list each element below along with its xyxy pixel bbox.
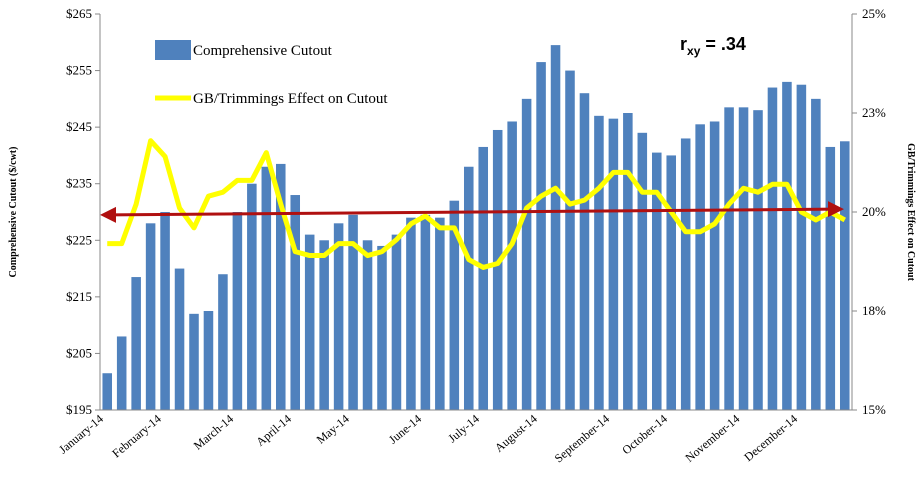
bar [536, 62, 546, 410]
bar [550, 45, 561, 410]
bar [666, 155, 677, 410]
bar [102, 373, 113, 410]
legend-swatch [155, 40, 191, 60]
x-tick-label: November-14 [682, 412, 742, 465]
bar [261, 166, 272, 410]
bar [695, 124, 705, 411]
x-tick-label: August-14 [492, 412, 540, 455]
bar [463, 166, 474, 410]
x-tick-label: March-14 [191, 412, 236, 453]
bar [738, 107, 749, 410]
annotation-part: r [680, 34, 687, 54]
bar [680, 138, 691, 410]
bar [579, 93, 590, 410]
bar [753, 110, 763, 411]
legend-label: GB/Trimmings Effect on Cutout [193, 91, 388, 107]
bar [782, 81, 792, 410]
bar [594, 115, 604, 410]
bar [174, 268, 185, 410]
bar [203, 311, 214, 410]
bar [275, 163, 286, 410]
x-tick-label: January-14 [56, 412, 106, 457]
trend-line [109, 207, 835, 217]
bar [565, 70, 575, 411]
bar [160, 212, 170, 410]
x-tick-label: May-14 [314, 412, 352, 447]
bar [319, 240, 329, 410]
bar [333, 223, 344, 410]
bar [420, 214, 431, 410]
y-tick-label: $235 [66, 176, 92, 191]
bar [507, 121, 517, 410]
y2-tick-label: 18% [862, 303, 886, 318]
annotation: rxy = .34 [680, 34, 746, 58]
bar [724, 107, 734, 410]
bar [637, 132, 648, 411]
legend-label: Comprehensive Cutout [193, 43, 333, 59]
y-tick-label: $215 [66, 289, 92, 304]
bar [608, 118, 619, 411]
bar [232, 212, 243, 410]
bar [189, 313, 199, 410]
y2-tick-label: 15% [862, 402, 886, 417]
bar [391, 234, 402, 410]
bar [406, 217, 416, 410]
annotation-part: = .34 [700, 34, 746, 54]
bar [116, 336, 127, 410]
bar [492, 129, 503, 410]
line [107, 138, 846, 270]
annotation-part: xy [687, 44, 701, 58]
y2-axis-label: GB/Trimmings Effect on Cutout [905, 143, 916, 282]
arrow-head [100, 206, 116, 223]
bar [435, 217, 445, 410]
bar [521, 98, 532, 410]
bar [825, 146, 836, 410]
y2-tick-label: 20% [862, 204, 886, 219]
bar [377, 245, 387, 410]
bar [304, 234, 315, 410]
x-tick-label: June-14 [386, 412, 424, 447]
bar [290, 195, 301, 410]
bar [811, 98, 821, 410]
bar [651, 152, 662, 410]
bar [362, 240, 373, 410]
x-tick-label: July-14 [445, 412, 482, 446]
bar [623, 113, 633, 410]
bar [348, 214, 358, 410]
x-tick-label: October-14 [619, 412, 670, 458]
x-tick-label: April-14 [253, 412, 294, 449]
y-tick-label: $245 [66, 119, 92, 134]
y-axis-label: Comprehensive Cutout ($/cwt) [8, 147, 19, 278]
bar [767, 87, 778, 411]
bar [709, 121, 720, 410]
y2-tick-label: 25% [862, 6, 886, 21]
bar [839, 141, 850, 411]
y2-tick-label: 23% [862, 105, 886, 120]
x-tick-label: September-14 [552, 412, 612, 466]
y-tick-label: $195 [66, 402, 92, 417]
bar [131, 277, 141, 410]
x-tick-label: December-14 [741, 412, 800, 465]
y-tick-label: $255 [66, 63, 92, 78]
bar [478, 146, 489, 410]
x-tick-label: February-14 [109, 412, 163, 461]
bar [247, 183, 257, 410]
y-tick-label: $205 [66, 345, 92, 360]
arrow-head [828, 201, 844, 218]
bar [218, 274, 228, 410]
y-tick-label: $265 [66, 6, 92, 21]
bar [796, 84, 807, 410]
y-tick-label: $225 [66, 232, 92, 247]
bar [145, 223, 156, 410]
bar [449, 200, 460, 410]
